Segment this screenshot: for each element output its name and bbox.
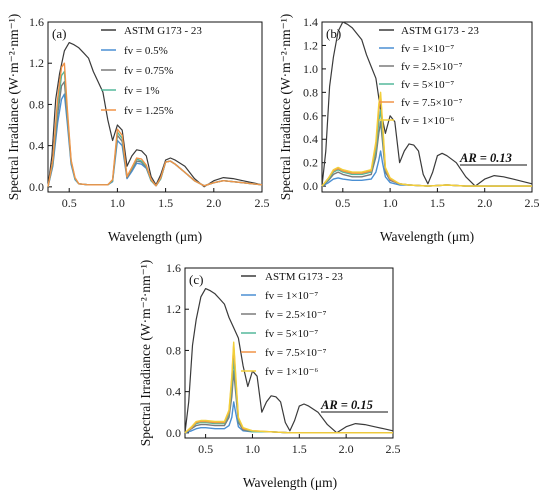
x-tick-label-b-2: 1.5 (430, 196, 445, 210)
panel-a: 0.5 1.0 1.5 2.0 2.5 0.0 0.4 0.8 1.2 1.6 (a) Wave… (6, 14, 270, 244)
legend-b: ASTM G173 - 23 fv = 1×10⁻⁷ fv = 2.5×10⁻⁷… (379, 25, 479, 127)
legend-entry-c-1: fv = 1×10⁻⁷ (265, 290, 318, 302)
series-line-c-5 (184, 341, 393, 434)
x-tick-label-b-0: 0.5 (335, 196, 350, 210)
legend-entry-c-5: fv = 1×10⁻⁶ (265, 366, 318, 378)
legend-entry-c-3: fv = 5×10⁻⁷ (265, 328, 318, 340)
y-ticks-c: 0.0 0.4 0.8 1.2 1.6 (166, 261, 189, 440)
panel-label-a: (a) (52, 26, 66, 41)
panel-b: 0.5 1.0 1.5 2.0 2.5 0.0 0.2 0.4 0.6 0.8 1.0 1.2 1.4… (278, 14, 540, 244)
x-tick-label-c-4: 2.5 (386, 442, 401, 456)
y-tick-label-c-4: 1.6 (166, 261, 181, 275)
legend-entry-c-0: ASTM G173 - 23 (265, 271, 343, 283)
x-tick-label-b-1: 1.0 (383, 196, 398, 210)
legend-entry-c-2: fv = 2.5×10⁻⁷ (265, 309, 327, 321)
series-line-b-5 (321, 91, 532, 187)
x-tick-label-b-4: 2.5 (525, 196, 540, 210)
x-ticks-b: 0.5 1.0 1.5 2.0 2.5 (335, 188, 540, 210)
y-tick-label-b-0: 0.0 (303, 179, 318, 193)
x-tick-label-a-3: 2.0 (206, 196, 221, 210)
legend-entry-b-2: fv = 2.5×10⁻⁷ (401, 61, 463, 73)
legend-entry-c-4: fv = 7.5×10⁻⁷ (265, 347, 327, 359)
y-tick-label-b-6: 1.2 (303, 38, 318, 52)
legend-entry-a-0: ASTM G173 - 23 (124, 25, 202, 37)
legend-entry-b-1: fv = 1×10⁻⁷ (401, 43, 454, 55)
panel-label-c: (c) (189, 272, 203, 287)
legend-entry-a-2: fv = 0.75% (124, 65, 173, 77)
y-tick-label-b-4: 0.8 (303, 85, 318, 99)
y-tick-label-c-0: 0.0 (166, 426, 181, 440)
x-tick-label-b-3: 2.0 (477, 196, 492, 210)
y-tick-label-c-2: 0.8 (166, 343, 181, 357)
x-ticks-c: 0.5 1.0 1.5 2.0 2.5 (198, 434, 401, 456)
series-line-a-0 (47, 41, 263, 188)
y-tick-label-b-7: 1.4 (303, 15, 318, 29)
legend-a: ASTM G173 - 23 fv = 0.5% fv = 0.75% fv =… (101, 25, 202, 117)
y-tick-label-a-1: 0.4 (29, 139, 44, 153)
legend-entry-b-3: fv = 5×10⁻⁷ (401, 79, 454, 91)
y-tick-label-b-5: 1.0 (303, 62, 318, 76)
series-group-a (47, 41, 263, 188)
x-axis-label-c: Wavelength (μm) (243, 475, 337, 490)
x-axis-label-b: Wavelength (μm) (380, 229, 474, 244)
y-tick-label-b-3: 0.6 (303, 109, 318, 123)
plot-frame-c (184, 267, 394, 439)
legend-entry-b-0: ASTM G173 - 23 (401, 25, 479, 37)
y-tick-label-b-2: 0.4 (303, 132, 318, 146)
panel-label-b: (b) (326, 26, 341, 41)
y-tick-label-b-1: 0.2 (303, 156, 318, 170)
panel-c: 0.5 1.0 1.5 2.0 2.5 0.0 0.4 0.8 1.2 1.6 (c) Wave… (138, 260, 401, 490)
y-axis-label-b: Spectral Irradiance (W·m⁻²·nm⁻¹) (278, 14, 293, 201)
legend-entry-b-4: fv = 7.5×10⁻⁷ (401, 97, 463, 109)
x-tick-label-c-1: 1.0 (245, 442, 260, 456)
series-line-a-4 (47, 62, 263, 187)
annotation-ar-c: AR = 0.15 (320, 398, 373, 412)
y-tick-label-a-3: 1.2 (29, 56, 44, 70)
plot-frame-a (47, 21, 263, 193)
x-ticks-a: 0.5 1.0 1.5 2.0 2.5 (62, 188, 270, 210)
y-tick-label-a-0: 0.0 (29, 180, 44, 194)
legend-entry-b-5: fv = 1×10⁻⁶ (401, 115, 454, 127)
y-tick-label-c-3: 1.2 (166, 302, 181, 316)
y-tick-label-c-1: 0.4 (166, 385, 181, 399)
x-tick-label-a-0: 0.5 (62, 196, 77, 210)
plot-frame-b (321, 21, 533, 193)
series-line-a-2 (47, 81, 263, 187)
x-tick-label-a-4: 2.5 (255, 196, 270, 210)
x-tick-label-c-3: 2.0 (339, 442, 354, 456)
legend-entry-a-1: fv = 0.5% (124, 45, 168, 57)
legend-entry-a-3: fv = 1% (124, 85, 160, 97)
x-tick-label-a-1: 1.0 (110, 196, 125, 210)
legend-c: ASTM G173 - 23 fv = 1×10⁻⁷ fv = 2.5×10⁻⁷… (241, 271, 343, 378)
y-axis-label-c: Spectral Irradiance (W·m⁻²·nm⁻¹) (138, 260, 153, 447)
x-tick-label-c-2: 1.5 (292, 442, 307, 456)
x-tick-label-c-0: 0.5 (198, 442, 213, 456)
series-group-c (184, 288, 394, 434)
legend-entry-a-4: fv = 1.25% (124, 105, 173, 117)
y-axis-label-a: Spectral Irradiance (W·m⁻²·nm⁻¹) (6, 14, 21, 201)
y-ticks-a: 0.0 0.4 0.8 1.2 1.6 (29, 15, 52, 194)
x-tick-label-a-2: 1.5 (158, 196, 173, 210)
series-group-b (321, 21, 533, 187)
y-ticks-b: 0.0 0.2 0.4 0.6 0.8 1.0 1.2 1.4 (303, 15, 326, 193)
y-tick-label-a-4: 1.6 (29, 15, 44, 29)
annotation-ar-b: AR = 0.13 (459, 151, 512, 165)
y-tick-label-a-2: 0.8 (29, 97, 44, 111)
x-axis-label-a: Wavelength (μm) (108, 229, 202, 244)
